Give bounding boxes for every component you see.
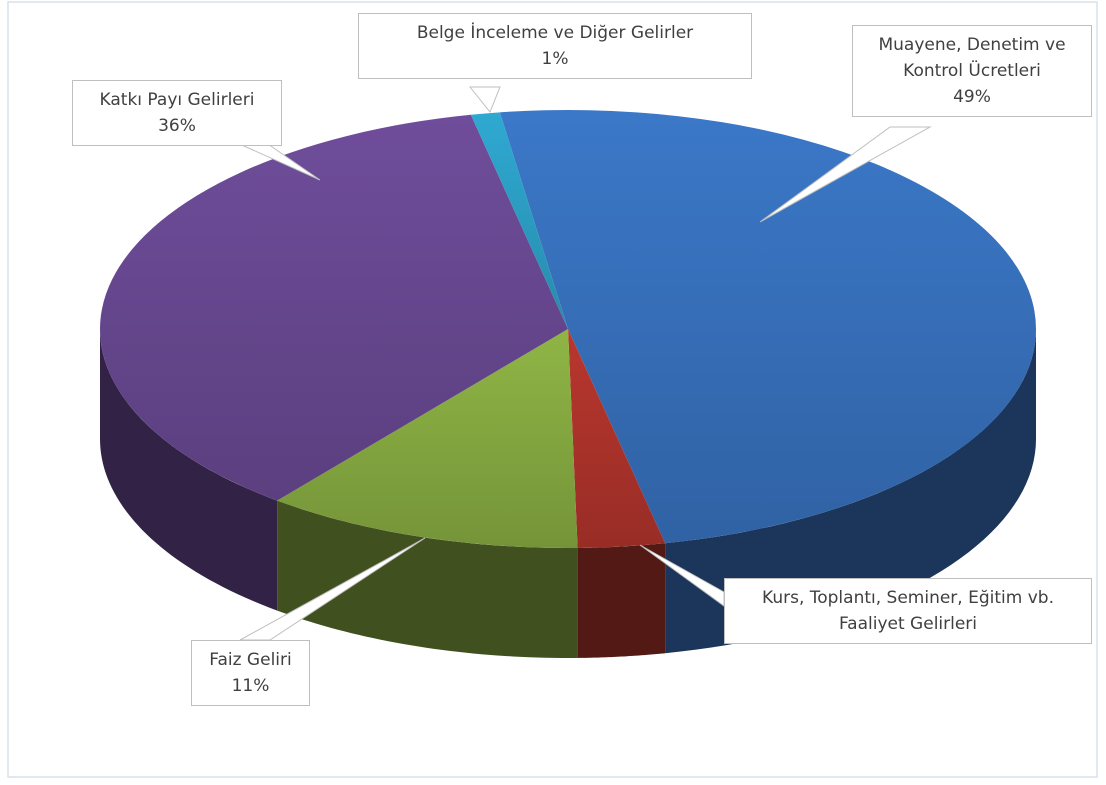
label-value: 36% — [158, 116, 196, 136]
label-name: Muayene, Denetim ve Kontrol Ücretleri — [878, 35, 1066, 81]
label-value: 49% — [953, 87, 991, 107]
pie-slice — [470, 112, 568, 329]
chart-frame — [7, 1, 1098, 778]
label-name: Belge İnceleme ve Diğer Gelirler — [416, 23, 694, 43]
pie-side — [100, 329, 278, 611]
pie-side — [577, 543, 666, 658]
data-label: Belge İnceleme ve Diğer Gelirler 1% — [358, 13, 752, 79]
data-label: Kurs, Toplantı, Seminer, Eğitim vb. Faal… — [724, 578, 1092, 644]
data-label: Faiz Geliri 11% — [191, 640, 310, 706]
label-value: 1% — [541, 49, 569, 69]
label-name: Katkı Payı Gelirleri — [99, 90, 255, 110]
pie-slice — [499, 110, 1036, 544]
leader — [468, 86, 501, 113]
data-label: Muayene, Denetim ve Kontrol Ücretleri 49% — [852, 25, 1092, 117]
pie-slice — [99, 114, 568, 501]
pie-slice — [277, 329, 578, 548]
pie-sides — [100, 329, 1036, 658]
data-label: Katkı Payı Gelirleri 36% — [72, 80, 282, 146]
leader — [759, 126, 932, 223]
pie-slice — [568, 329, 666, 548]
label-value: 11% — [231, 676, 270, 696]
label-name: Faiz Geliri — [209, 650, 292, 670]
pie-side — [665, 329, 1036, 654]
label-name: Kurs, Toplantı, Seminer, Eğitim vb. Faal… — [762, 588, 1054, 634]
pie-side — [277, 500, 578, 658]
